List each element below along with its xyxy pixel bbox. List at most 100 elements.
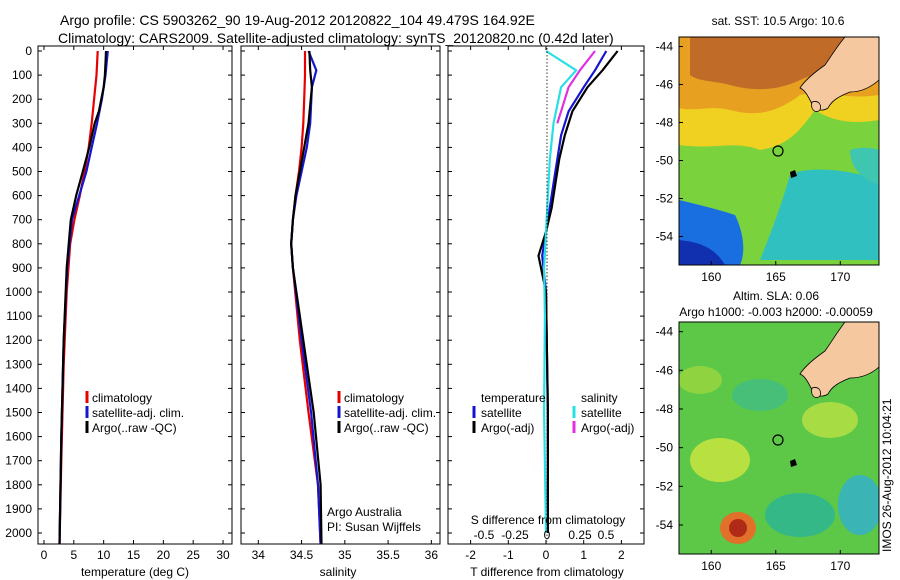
- difference-xlabel: T difference from climatology: [470, 565, 624, 579]
- difference-series: [537, 50, 619, 534]
- map-y-tick-label: -54: [656, 230, 674, 244]
- sst-argo-marker: [772, 145, 784, 157]
- salinity-legend: climatology satellite-adj. clim. Argo(..…: [337, 391, 436, 435]
- y-tick-label: 100: [12, 68, 32, 82]
- series-line-difference-0: [541, 50, 608, 533]
- y-tick-label: 400: [12, 140, 32, 154]
- sla-high-patch: [690, 438, 750, 482]
- x-tick-label-salinity: 0.25: [568, 528, 592, 542]
- legend-label-sal-satellite: satellite: [581, 406, 622, 420]
- sst-coldest-region: [679, 240, 725, 265]
- credit-pi: PI: Susan Wijffels: [327, 520, 421, 534]
- sla-low-patch-2: [838, 475, 879, 535]
- x-tick-label: 36: [425, 548, 439, 562]
- map-y-tick-label: -48: [656, 116, 674, 130]
- y-tick-label: 900: [12, 261, 32, 275]
- y-tick-label: 1800: [5, 478, 32, 492]
- sla-high-patch-3: [679, 366, 722, 394]
- sla-heatmap: [679, 322, 879, 554]
- land-small-island-sla: [790, 459, 797, 467]
- map-y-tick-label: -46: [656, 78, 674, 92]
- x-tick-label: -2: [465, 548, 476, 562]
- map-y-tick-label: -54: [656, 518, 674, 532]
- sla-low-patch-3: [732, 379, 788, 411]
- salinity-xlabel: salinity: [320, 565, 357, 579]
- y-tick-label: 300: [12, 116, 32, 130]
- y-tick-label: 1100: [6, 309, 32, 323]
- x-tick-label: 25: [187, 548, 201, 562]
- y-tick-label: 1900: [5, 502, 32, 516]
- y-tick-label: 1500: [5, 406, 32, 420]
- map-y-tick-label: -52: [656, 192, 674, 206]
- map-x-tick-label: 160: [701, 270, 721, 284]
- map-axes: 160 165 170 -44 -46 -48 -50 -52 -54 160 165 170 -44 -…: [656, 40, 851, 574]
- sst-map-frame: [678, 36, 880, 266]
- difference-xlabel-top: S difference from climatology: [471, 513, 626, 527]
- series-line-difference-2: [542, 50, 578, 534]
- sla-low-patch: [765, 493, 835, 537]
- x-tick-label-salinity: 0.5: [598, 528, 615, 542]
- sst-cool-region-2: [850, 147, 879, 185]
- legend-label-argo: Argo(..raw -QC): [344, 421, 429, 435]
- x-tick-label: 35.5: [376, 548, 400, 562]
- sla-high-patch-2: [802, 402, 858, 438]
- legend-label-temp-argo: Argo(-adj): [481, 421, 534, 435]
- map-y-tick-label: -44: [656, 40, 674, 54]
- legend-label-sal-argo: Argo(-adj): [581, 421, 634, 435]
- timestamp: IMOS 26-Aug-2012 10:04:21: [880, 398, 894, 552]
- y-tick-label: 600: [12, 189, 32, 203]
- sla-max-core: [729, 519, 747, 537]
- y-tick-label: 1000: [5, 285, 32, 299]
- land-stewart-island-sst: [811, 101, 821, 112]
- sst-warmest-region: [690, 37, 879, 90]
- y-tick-label: 2000: [5, 526, 32, 540]
- x-tick-label: 10: [97, 548, 111, 562]
- x-tick-label: 30: [216, 548, 230, 562]
- legend-label-argo: Argo(..raw -QC): [92, 421, 177, 435]
- x-tick-label: -1: [503, 548, 514, 562]
- y-tick-label: 700: [12, 213, 32, 227]
- map-x-tick-label: 170: [830, 270, 850, 284]
- salinity-panel-frame: [240, 45, 441, 545]
- x-tick-label: 2: [618, 548, 625, 562]
- figure-title-line1: Argo profile: CS 5903262_90 19-Aug-2012 …: [60, 12, 535, 28]
- difference-legend: temperature satellite Argo(-adj) salinit…: [472, 391, 634, 435]
- sla-map-subtitle: Argo h1000: -0.003 h2000: -0.00059: [679, 305, 873, 319]
- legend-label-temp-satellite: satellite: [481, 406, 522, 420]
- map-y-tick-label: -46: [656, 363, 674, 377]
- y-tick-label: 1600: [5, 430, 32, 444]
- sst-map-title: sat. SST: 10.5 Argo: 10.6: [712, 14, 845, 28]
- series-line-temperature-2: [58, 50, 108, 544]
- x-tick-label: 34.5: [290, 548, 314, 562]
- land-small-island-sst: [790, 170, 797, 178]
- map-y-tick-label: -44: [656, 325, 674, 339]
- series-line-salinity-1: [290, 50, 322, 544]
- legend-label-satellite: satellite-adj. clim.: [92, 406, 184, 420]
- legend-label-climatology: climatology: [92, 391, 152, 405]
- series-line-difference-3: [556, 50, 596, 124]
- y-tick-label: 1700: [5, 454, 32, 468]
- y-tick-label: 1200: [5, 333, 32, 347]
- y-tick-label: 800: [12, 237, 32, 251]
- map-y-tick-label: -52: [656, 479, 674, 493]
- x-tick-label: 34: [252, 548, 266, 562]
- depth-axis: 0 100 200 300 400 500 600 700 800 900 1000 1100 1200…: [5, 44, 644, 540]
- y-tick-label: 500: [12, 165, 32, 179]
- map-y-tick-label: -50: [656, 441, 674, 455]
- credit-org: Argo Australia: [327, 505, 402, 519]
- x-tick-label: 5: [70, 548, 77, 562]
- legend-label-climatology: climatology: [344, 391, 404, 405]
- sla-map-frame: [678, 321, 880, 555]
- legend-label-satellite: satellite-adj. clim.: [344, 406, 436, 420]
- y-tick-label: 200: [12, 92, 32, 106]
- x-tick-label-salinity: -0.25: [501, 528, 529, 542]
- y-tick-label: 1400: [5, 381, 32, 395]
- temperature-panel-frame: [37, 45, 233, 545]
- temperature-legend: climatology satellite-adj. clim. Argo(..…: [85, 391, 184, 435]
- y-tick-label: 1300: [5, 357, 32, 371]
- sst-heatmap: [679, 37, 879, 265]
- map-y-tick-label: -48: [656, 402, 674, 416]
- map-x-tick-label: 170: [830, 559, 850, 573]
- y-tick-label: 0: [25, 44, 32, 58]
